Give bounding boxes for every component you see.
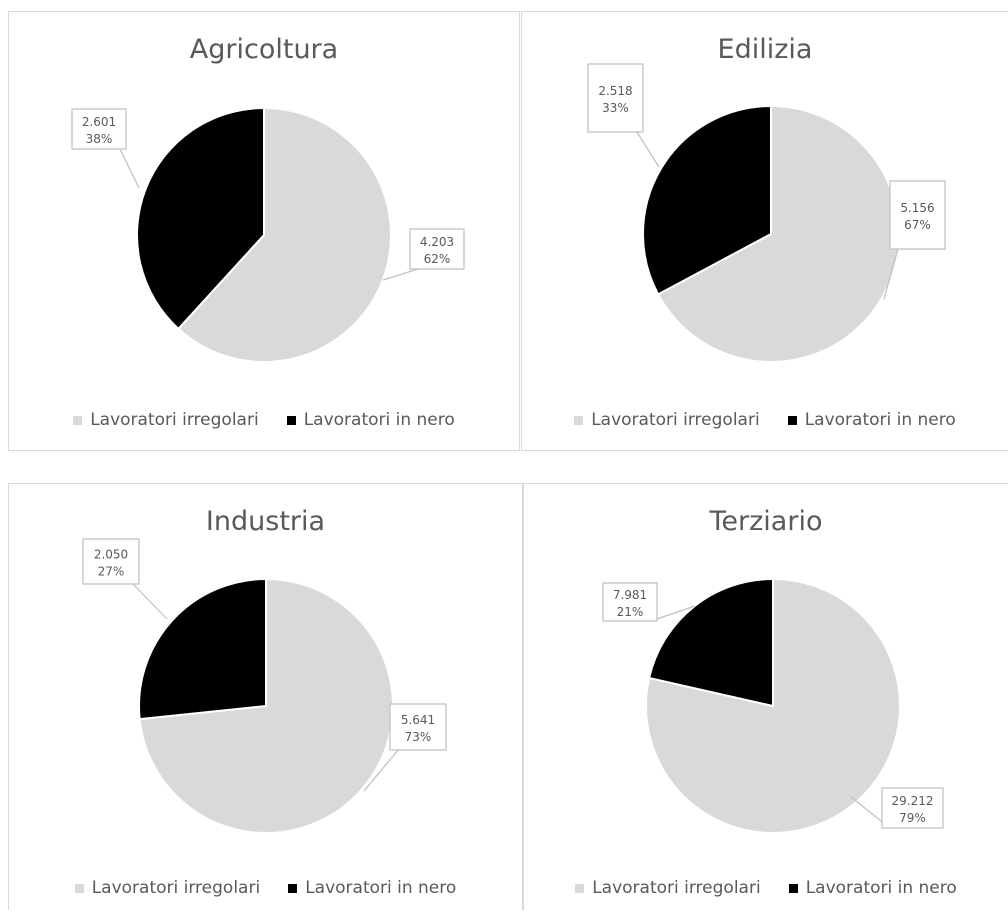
- legend: Lavoratori irregolari Lavoratori in nero: [9, 878, 522, 898]
- chart-agricoltura: Agricoltura 4.203 62% 2.601 38% Lavoratori …: [8, 11, 520, 451]
- data-label-percent: 62%: [424, 252, 451, 266]
- leader-line: [636, 131, 660, 168]
- legend: Lavoratori irregolari Lavoratori in nero: [522, 410, 1008, 430]
- legend-swatch-irregolari: [574, 415, 584, 425]
- chart-terziario: Terziario 29.212 79% 7.981 21% Lavoratori i…: [523, 483, 1008, 910]
- legend-label: Lavoratori irregolari: [591, 410, 760, 430]
- pie-svg: 29.212 79% 7.981 21%: [602, 577, 944, 834]
- pie-slice-irregolari: [656, 104, 900, 363]
- legend-item-nero: Lavoratori in nero: [288, 878, 456, 898]
- legend-item-irregolari: Lavoratori irregolari: [74, 878, 261, 898]
- data-label-percent: 33%: [602, 101, 629, 115]
- pie-svg: 5.156 67% 2.518 33%: [587, 63, 946, 363]
- legend: Lavoratori irregolari Lavoratori in nero: [524, 878, 1008, 898]
- data-label-box: [82, 538, 140, 585]
- legend-swatch-irregolari: [74, 883, 84, 893]
- data-label-value: 2.518: [598, 84, 632, 98]
- data-label-percent: 73%: [405, 730, 432, 744]
- legend-swatch-nero: [787, 415, 797, 425]
- data-label-box: [409, 228, 465, 270]
- legend-item-nero: Lavoratori in nero: [787, 410, 956, 430]
- chart-industria: Industria 5.641 73% 2.050 27% Lavoratori ir…: [8, 483, 523, 910]
- data-label-box: [389, 703, 447, 751]
- legend-item-nero: Lavoratori in nero: [286, 410, 455, 430]
- data-label-percent: 79%: [899, 811, 926, 825]
- chart-title: Industria: [205, 506, 326, 537]
- legend-swatch-nero: [788, 883, 798, 893]
- legend-item-nero: Lavoratori in nero: [788, 878, 957, 898]
- leader-line: [650, 605, 696, 622]
- leader-line: [363, 749, 399, 792]
- data-label-box: [602, 582, 658, 622]
- data-label-value: 4.203: [420, 235, 454, 249]
- data-label-value: 7.981: [613, 588, 647, 602]
- data-label-value: 2.050: [94, 548, 128, 562]
- pie-slice-nero: [136, 106, 265, 331]
- legend-item-irregolari: Lavoratori irregolari: [73, 410, 259, 430]
- legend-label: Lavoratori in nero: [303, 410, 455, 430]
- legend-swatch-nero: [286, 415, 296, 425]
- data-label-percent: 27%: [98, 565, 125, 579]
- pie-svg: 5.641 73% 2.050 27%: [82, 538, 447, 834]
- legend-item-irregolari: Lavoratori irregolari: [575, 878, 761, 898]
- chart-edilizia: Edilizia 5.156 67% 2.518 33% Lavoratori irr…: [521, 11, 1008, 451]
- data-label-box: [889, 180, 946, 250]
- data-label-value: 2.601: [82, 115, 116, 129]
- chart-title: Agricoltura: [189, 34, 339, 65]
- legend-swatch-irregolari: [575, 883, 585, 893]
- leader-line: [382, 268, 419, 281]
- leader-line: [119, 148, 140, 189]
- data-label-percent: 67%: [904, 218, 931, 232]
- legend-label: Lavoratori in nero: [804, 410, 956, 430]
- data-label-value: 5.641: [401, 713, 435, 727]
- pie-svg: 4.203 62% 2.601 38%: [71, 106, 465, 363]
- legend-label: Lavoratori in nero: [805, 878, 957, 898]
- legend-label: Lavoratori irregolari: [592, 878, 761, 898]
- pie-slice-nero: [138, 577, 267, 721]
- chart-title: Terziario: [709, 506, 823, 537]
- legend: Lavoratori irregolari Lavoratori in nero: [9, 410, 519, 430]
- data-label-value: 29.212: [892, 794, 934, 808]
- data-label-value: 5.156: [900, 201, 934, 215]
- pie-slice-irregolari: [176, 106, 392, 363]
- pie-slice-irregolari: [645, 577, 901, 834]
- legend-swatch-irregolari: [73, 415, 83, 425]
- legend-swatch-nero: [288, 883, 298, 893]
- data-label-box: [881, 787, 944, 829]
- legend-label: Lavoratori in nero: [305, 878, 457, 898]
- legend-item-irregolari: Lavoratori irregolari: [574, 410, 760, 430]
- legend-label: Lavoratori irregolari: [91, 878, 261, 898]
- chart-title: Edilizia: [717, 34, 813, 65]
- data-label-box: [587, 63, 644, 133]
- legend-label: Lavoratori irregolari: [90, 410, 259, 430]
- data-label-percent: 21%: [617, 605, 644, 619]
- leader-line: [132, 583, 168, 620]
- data-label-percent: 38%: [86, 132, 113, 146]
- pie-slice-nero: [642, 104, 772, 296]
- data-label-box: [71, 108, 127, 150]
- leader-line: [883, 248, 899, 300]
